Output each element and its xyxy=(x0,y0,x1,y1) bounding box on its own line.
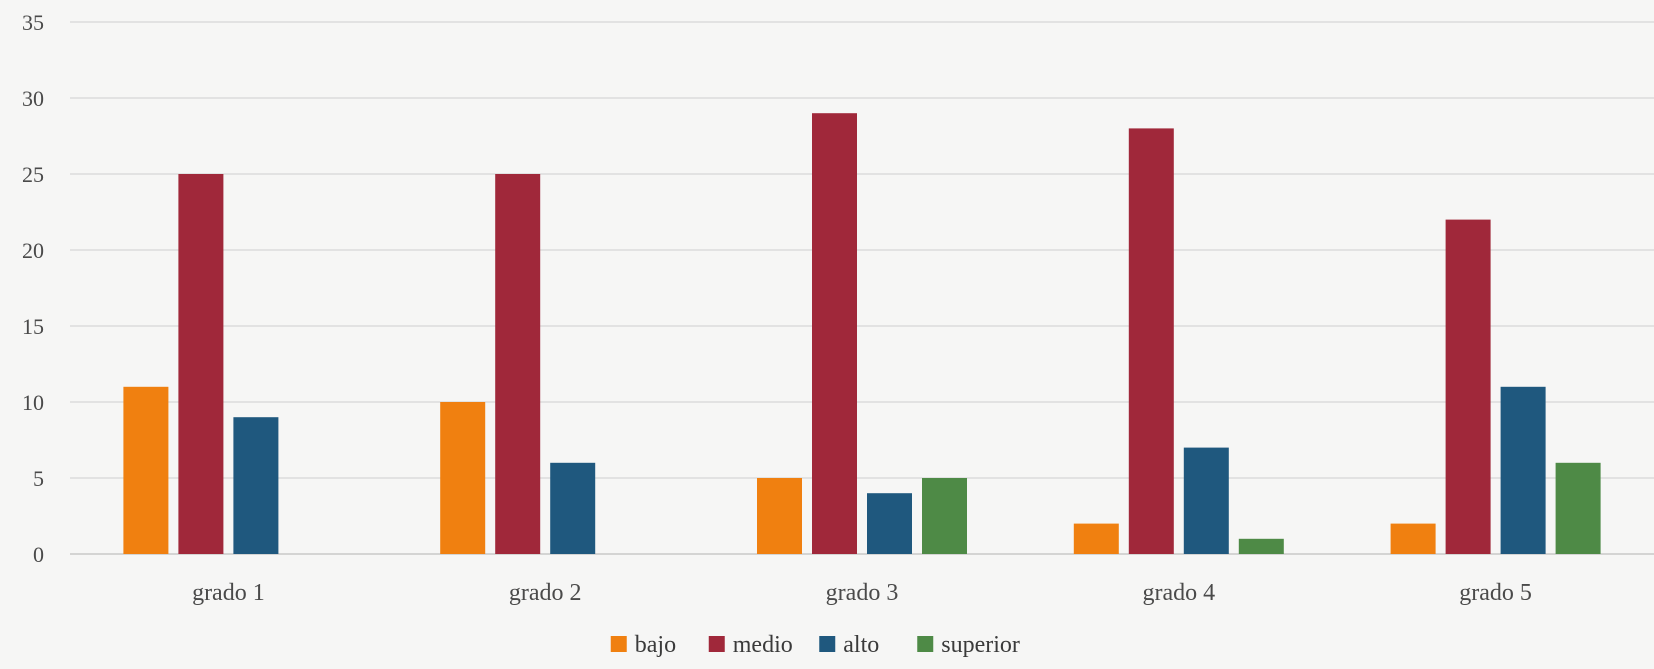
legend-swatch-alto xyxy=(819,636,836,652)
category-label: grado 5 xyxy=(1459,580,1532,606)
bar-medio-4 xyxy=(1128,128,1174,554)
x-axis-categories: grado 1 grado 2 grado 3 grado 4 grado 5 xyxy=(192,580,1532,606)
y-axis-ticks: 0 5 10 15 20 25 30 35 xyxy=(22,10,44,567)
y-tick-label: 10 xyxy=(22,390,44,415)
grid-lines xyxy=(70,21,1654,555)
category-label: grado 3 xyxy=(826,580,899,606)
y-tick-label: 15 xyxy=(22,314,44,339)
bars xyxy=(123,113,1601,554)
bar-bajo-5 xyxy=(1390,523,1436,554)
bar-alto-1 xyxy=(233,417,279,554)
legend-label-medio: medio xyxy=(733,632,793,658)
bar-superior-5 xyxy=(1555,462,1601,554)
legend: bajo medio alto superior xyxy=(610,632,1020,658)
legend-swatch-medio xyxy=(708,636,725,652)
category-label: grado 1 xyxy=(192,580,265,606)
y-tick-label: 5 xyxy=(33,466,44,491)
legend-label-superior: superior xyxy=(941,632,1020,658)
bar-bajo-2 xyxy=(440,402,486,554)
y-tick-label: 0 xyxy=(33,542,44,567)
bar-superior-4 xyxy=(1238,538,1284,554)
legend-label-bajo: bajo xyxy=(635,632,676,658)
y-tick-label: 35 xyxy=(22,10,44,35)
y-tick-label: 25 xyxy=(22,162,44,187)
bar-bajo-3 xyxy=(757,478,802,554)
legend-label-alto: alto xyxy=(843,632,879,658)
y-tick-label: 30 xyxy=(22,86,44,111)
legend-swatch-bajo xyxy=(610,636,627,652)
bar-medio-5 xyxy=(1445,219,1491,554)
category-label: grado 2 xyxy=(509,580,582,606)
bar-bajo-4 xyxy=(1073,523,1119,554)
legend-swatch-superior xyxy=(917,636,934,652)
bar-medio-3 xyxy=(812,113,857,554)
category-label: grado 4 xyxy=(1142,580,1215,606)
bar-alto-2 xyxy=(550,462,596,554)
bar-superior-3 xyxy=(922,478,967,554)
bar-alto-4 xyxy=(1183,447,1229,554)
bar-alto-3 xyxy=(867,493,912,554)
bar-medio-2 xyxy=(495,174,541,554)
bar-bajo-1 xyxy=(123,386,169,554)
bar-alto-5 xyxy=(1500,386,1546,554)
y-tick-label: 20 xyxy=(22,238,44,263)
bar-medio-1 xyxy=(178,174,224,554)
